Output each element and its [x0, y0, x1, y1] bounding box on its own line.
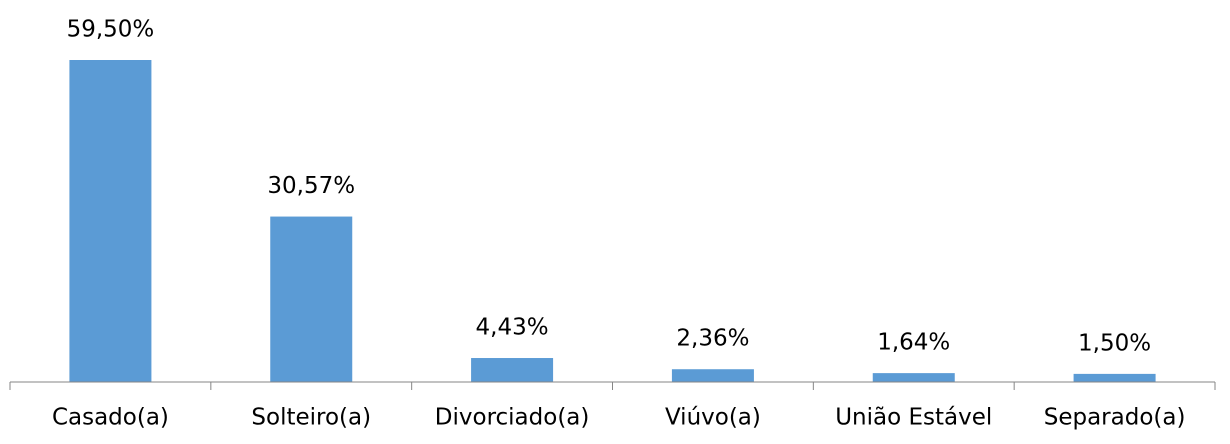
data-label: 1,64% [877, 330, 950, 356]
bar [872, 373, 955, 382]
x-tick-label: Solteiro(a) [251, 405, 371, 431]
x-tick-label: Divorciado(a) [435, 405, 590, 431]
bar [671, 369, 754, 382]
data-label: 1,50% [1078, 330, 1151, 356]
data-label: 2,36% [676, 326, 749, 352]
bar [1073, 373, 1156, 382]
data-label: 30,57% [267, 173, 355, 199]
data-label: 4,43% [476, 315, 549, 341]
x-tick-label: Separado(a) [1044, 405, 1186, 431]
x-tick-label: Viúvo(a) [665, 405, 761, 431]
x-tick-label: União Estável [835, 405, 992, 431]
bar [270, 216, 353, 382]
bar [471, 358, 554, 382]
data-label: 59,50% [67, 17, 155, 43]
bar [69, 60, 152, 382]
x-tick-label: Casado(a) [52, 405, 169, 431]
